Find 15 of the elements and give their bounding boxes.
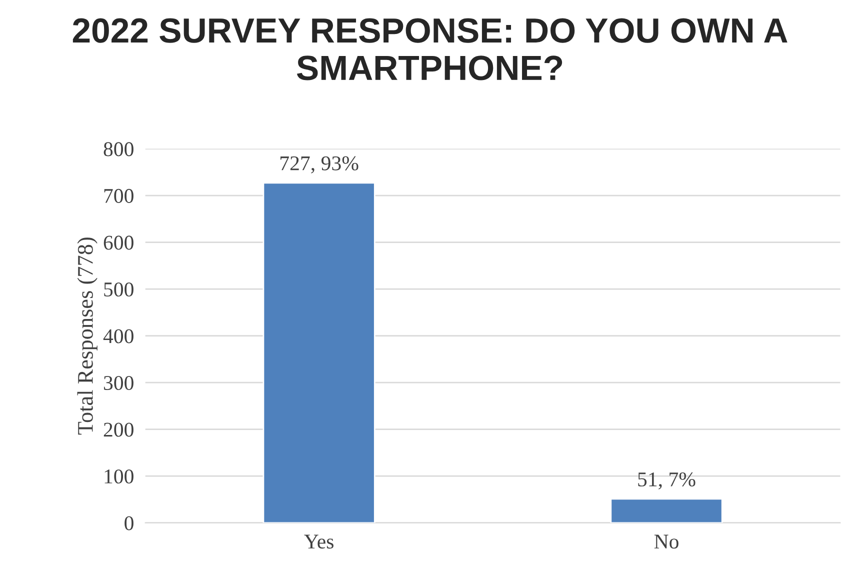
- x-tick-label: No: [654, 534, 678, 549]
- y-tick-label: 700: [104, 188, 134, 203]
- y-tick-label: 400: [103, 329, 134, 344]
- x-tick-label: Yes: [304, 534, 334, 549]
- data-label: 51, 7%: [638, 472, 696, 490]
- y-tick-label: 300: [104, 376, 134, 390]
- y-axis-title: Total Responses (778): [77, 238, 98, 435]
- y-tick-label: 800: [104, 142, 134, 156]
- data-label: 727, 93%: [280, 156, 358, 174]
- y-tick-label: 200: [104, 422, 134, 437]
- y-tick-label: 100: [104, 469, 134, 484]
- y-tick-label: 500: [104, 282, 134, 296]
- chart-title: 2022 SURVEY RESPONSE: DO YOU OWN A SMARTPHONE?: [72, 18, 788, 80]
- y-tick-label: 0: [124, 516, 134, 530]
- y-tick-label: 600: [104, 236, 134, 250]
